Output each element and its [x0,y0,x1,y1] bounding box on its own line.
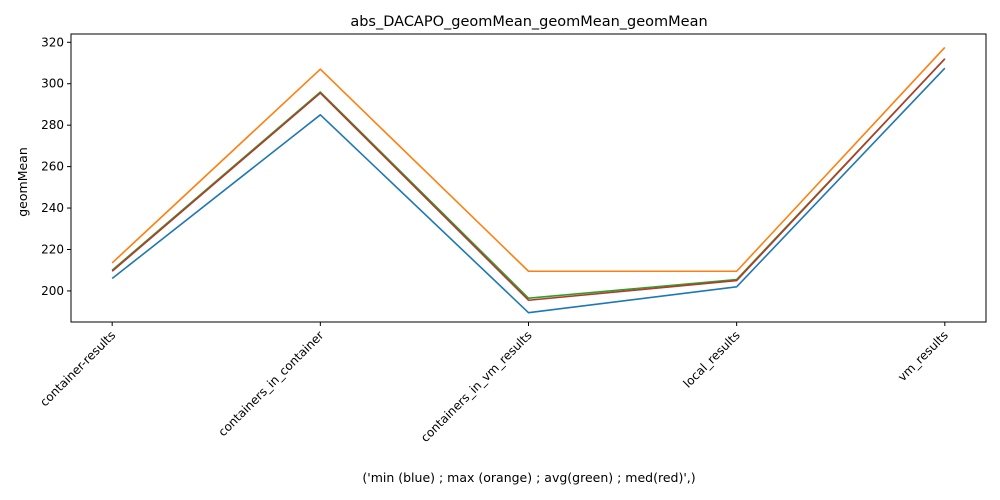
y-tick-label: 260 [41,160,64,174]
series-line-3 [111,58,946,302]
series-line-1 [111,46,946,273]
y-tick-label: 220 [41,242,64,256]
y-axis: 200 220 240 260 280 300 320 [41,35,71,298]
x-axis-label: ('min (blue) ; max (orange) ; avg(green)… [362,470,695,485]
chart-title: abs_DACAPO_geomMean_geomMean_geomMean [350,14,707,30]
plot-frame [70,33,987,323]
x-axis: container-results containers_in_container… [37,322,951,445]
y-tick-label: 240 [41,201,64,215]
y-tick-label: 320 [41,35,64,49]
series-line-2 [111,58,946,299]
x-tick-label: vm_results [895,328,951,384]
series-line-0 [111,67,946,314]
x-tick-label: local_results [680,328,742,390]
y-tick-label: 280 [41,118,64,132]
y-tick-label: 300 [41,77,64,91]
y-tick-label: 200 [41,284,64,298]
x-tick-label: containers_in_vm_results [418,328,535,445]
plot-area [70,33,987,323]
y-axis-label: geomMean [15,147,30,217]
x-tick-label: containers_in_container [215,328,326,439]
x-tick-label: container-results [37,328,118,409]
